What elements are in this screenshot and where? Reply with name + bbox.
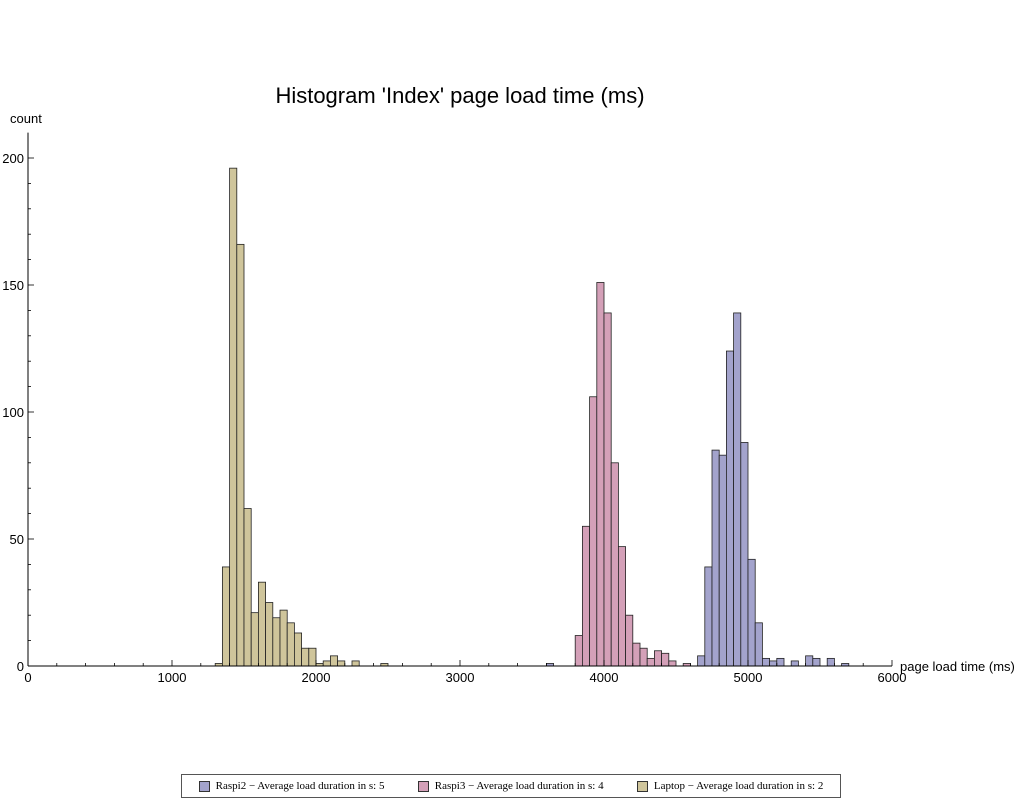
x-tick-label: 0 [24,670,31,685]
legend-item-laptop: Laptop − Average load duration in s: 2 [636,780,824,792]
legend-swatch-laptop [636,780,648,792]
histogram-bar [596,282,605,667]
legend-swatch-raspi2 [198,780,210,792]
histogram-bar [308,647,317,667]
x-tick-label: 5000 [734,670,763,685]
histogram-bar [221,566,230,667]
histogram-bar [625,614,634,667]
histogram-bar [582,525,591,667]
histogram-bar [654,650,663,667]
legend-label-laptop: Laptop − Average load duration in s: 2 [653,780,824,792]
histogram-bar [589,396,598,667]
legend-item-raspi2: Raspi2 − Average load duration in s: 5 [198,780,385,792]
x-tick-label: 1000 [158,670,187,685]
histogram-bar [272,617,281,667]
legend-swatch-raspi3 [417,780,429,792]
histogram-bar [293,632,302,667]
legend: Raspi2 − Average load duration in s: 5 R… [181,774,841,798]
chart-title: Histogram 'Index' page load time (ms) [275,83,644,108]
legend-label-raspi2: Raspi2 − Average load duration in s: 5 [215,780,385,792]
histogram-bar [603,312,612,667]
axes-group: 0 1000 2000 3000 4000 5000 6000 0 50 100 150 200 [2,132,907,685]
histogram-bar [243,508,252,667]
histogram-bar [229,167,238,667]
histogram-bar [286,622,295,667]
bars-group [214,167,850,667]
histogram-bar [661,652,670,667]
histogram-bar [711,449,720,667]
y-tick-label: 0 [17,659,24,674]
histogram-bar [646,657,655,667]
histogram-bar [718,454,727,667]
legend-label-raspi3: Raspi3 − Average load duration in s: 4 [434,780,604,792]
histogram-bar [726,350,735,667]
histogram-bar [697,655,706,667]
histogram-bar [279,609,288,667]
y-tick-label: 150 [2,278,24,293]
histogram-bar [805,655,814,667]
histogram-bar [265,602,274,667]
histogram-bar [236,243,245,667]
legend-item-raspi3: Raspi3 − Average load duration in s: 4 [417,780,604,792]
histogram-bar [733,312,742,667]
histogram-bar [668,660,677,667]
histogram-bar [337,660,346,667]
y-tick-label: 100 [2,405,24,420]
y-axis-label: count [10,111,42,126]
histogram-bar [301,647,310,667]
x-tick-label: 4000 [590,670,619,685]
histogram-bar [257,581,266,667]
histogram-bar [747,558,756,667]
histogram-bar [610,462,619,667]
x-tick-label: 3000 [446,670,475,685]
y-tick-label: 200 [2,151,24,166]
histogram-bar [769,660,778,667]
histogram-bar [329,655,338,667]
histogram-bar [351,660,360,667]
histogram-bar [618,546,627,667]
histogram-bar [704,566,713,667]
histogram-bar [776,657,785,667]
histogram-bar [762,657,771,667]
histogram-bar [790,660,799,667]
histogram-bar [812,657,821,667]
histogram-bar [574,635,583,667]
x-axis-label: page load time (ms) [900,659,1015,674]
histogram-bar [740,442,749,667]
histogram-bar [632,642,641,667]
histogram-bar [250,612,259,667]
y-tick-label: 50 [10,532,24,547]
histogram-bar [322,660,331,667]
x-tick-label: 2000 [302,670,331,685]
histogram-bar [826,657,835,667]
histogram-bar [639,647,648,667]
x-tick-label: 6000 [878,670,907,685]
histogram-bar [754,622,763,667]
